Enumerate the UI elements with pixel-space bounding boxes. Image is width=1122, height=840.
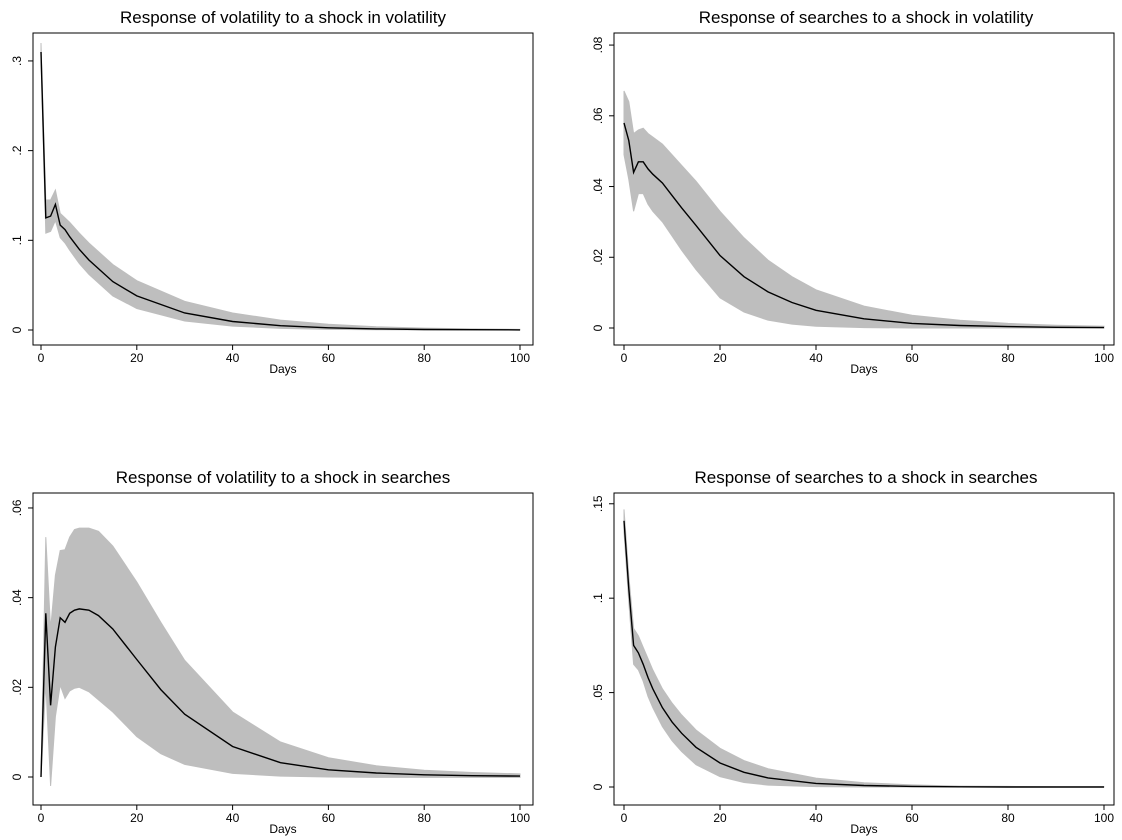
y-tick-label: .15 xyxy=(591,495,605,512)
x-tick-label: 40 xyxy=(809,811,823,825)
x-tick-label: 60 xyxy=(322,811,336,825)
x-tick-label: 80 xyxy=(418,811,432,825)
x-tick-label: 100 xyxy=(1094,351,1114,365)
x-tick-label: 80 xyxy=(418,351,432,365)
y-tick-label: .02 xyxy=(591,249,605,266)
irf-line xyxy=(40,51,521,331)
y-tick-label: .05 xyxy=(591,684,605,701)
panel-title: Response of searches to a shock in searc… xyxy=(694,468,1037,487)
confidence-band xyxy=(40,527,521,787)
x-tick-label: 40 xyxy=(809,351,823,365)
x-tick-label: 0 xyxy=(621,811,628,825)
confidence-band xyxy=(40,42,521,331)
panel-title: Response of volatility to a shock in sea… xyxy=(116,468,451,487)
panel-title: Response of volatility to a shock in vol… xyxy=(120,8,446,27)
y-tick-label: .06 xyxy=(591,107,605,124)
y-tick-label: .04 xyxy=(591,178,605,195)
panel-volatility-to-volatility: Response of volatility to a shock in vol… xyxy=(10,8,534,376)
confidence-band xyxy=(623,90,1105,329)
panel-searches-to-volatility: Response of searches to a shock in volat… xyxy=(591,8,1115,376)
x-axis-label: Days xyxy=(850,822,877,836)
x-tick-label: 80 xyxy=(1001,351,1015,365)
x-tick-label: 60 xyxy=(322,351,336,365)
y-tick-label: .04 xyxy=(10,589,24,606)
x-tick-label: 100 xyxy=(1094,811,1114,825)
y-tick-label: .1 xyxy=(591,593,605,603)
x-tick-label: 40 xyxy=(226,351,240,365)
x-tick-label: 60 xyxy=(905,351,919,365)
plot-frame xyxy=(32,492,534,806)
panel-volatility-to-searches: Response of volatility to a shock in sea… xyxy=(10,468,534,836)
plot-area: 0 20 40 60 80 100 0 .02 .04 .06 .08 xyxy=(591,36,1114,365)
x-axis-label: Days xyxy=(269,822,296,836)
irf-line xyxy=(623,122,1105,329)
y-tick-label: .08 xyxy=(591,36,605,53)
y-tick-label: 0 xyxy=(10,773,24,780)
irf-line xyxy=(40,608,521,778)
x-tick-label: 80 xyxy=(1001,811,1015,825)
y-tick-label: .06 xyxy=(10,499,24,516)
irf-line xyxy=(623,520,1104,788)
x-tick-label: 100 xyxy=(510,811,530,825)
x-tick-label: 20 xyxy=(130,811,144,825)
plot-frame xyxy=(613,32,1115,346)
plot-area: 0 20 40 60 80 100 0 .05 .1 .15 xyxy=(591,495,1114,825)
x-tick-label: 40 xyxy=(226,811,240,825)
x-axis-label: Days xyxy=(269,362,296,376)
x-tick-label: 0 xyxy=(621,351,628,365)
y-tick-label: .2 xyxy=(10,145,24,155)
plot-frame xyxy=(613,492,1115,806)
plot-area: 0 20 40 60 80 100 0 .02 .04 .06 xyxy=(10,499,530,825)
y-tick-label: 0 xyxy=(10,326,24,333)
x-tick-label: 60 xyxy=(905,811,919,825)
y-tick-label: .1 xyxy=(10,235,24,245)
x-tick-label: 100 xyxy=(510,351,530,365)
y-tick-label: 0 xyxy=(591,324,605,331)
y-tick-label: 0 xyxy=(591,783,605,790)
panel-title: Response of searches to a shock in volat… xyxy=(699,8,1034,27)
x-tick-label: 20 xyxy=(713,811,727,825)
plot-frame xyxy=(32,32,534,346)
panel-searches-to-searches: Response of searches to a shock in searc… xyxy=(591,468,1115,836)
x-tick-label: 20 xyxy=(713,351,727,365)
x-tick-label: 0 xyxy=(38,351,45,365)
confidence-band xyxy=(623,509,1105,788)
y-tick-label: .02 xyxy=(10,679,24,696)
x-tick-label: 20 xyxy=(130,351,144,365)
x-tick-label: 0 xyxy=(38,811,45,825)
plot-area: 0 20 40 60 80 100 0 .1 .2 .3 xyxy=(10,42,530,365)
y-tick-label: .3 xyxy=(10,56,24,66)
x-axis-label: Days xyxy=(850,362,877,376)
